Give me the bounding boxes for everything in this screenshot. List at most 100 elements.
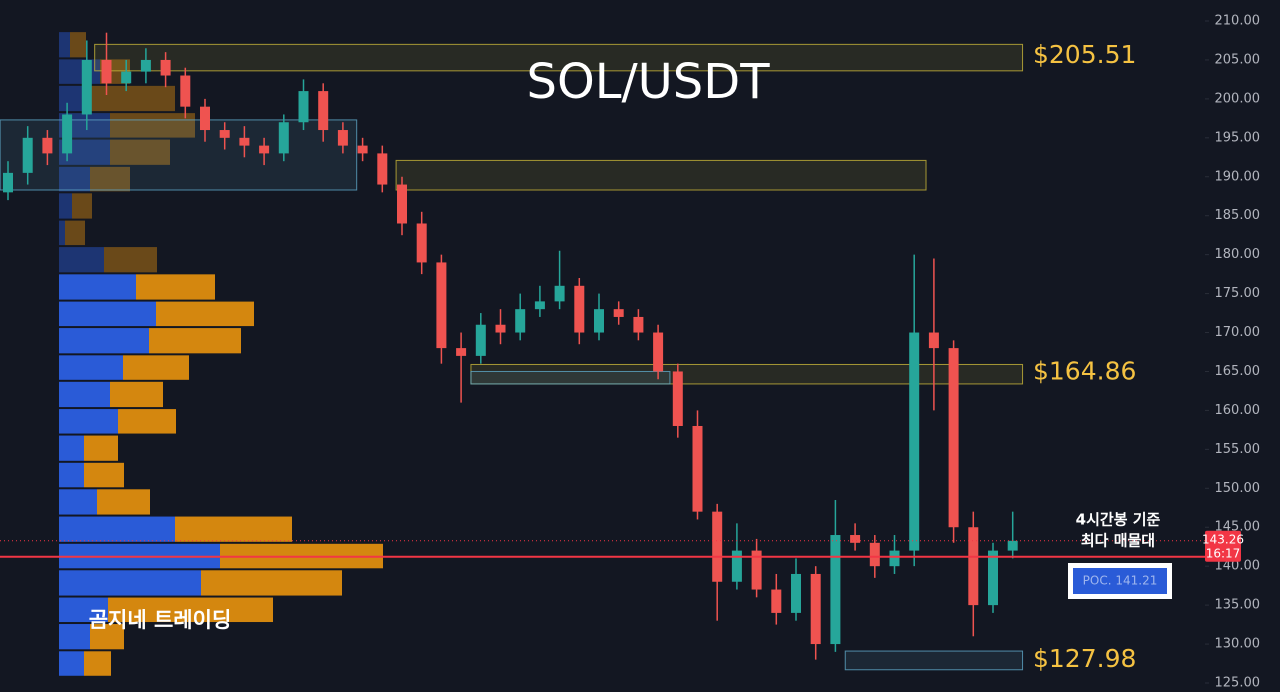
candle-body — [574, 285, 585, 333]
profile-buy — [59, 516, 175, 542]
candle-body — [534, 301, 545, 310]
candle-body — [140, 59, 151, 72]
candle-body — [22, 137, 33, 173]
profile-buy — [59, 59, 100, 84]
profile-sell — [90, 166, 130, 192]
profile-sell — [149, 328, 241, 354]
profile-buy — [59, 462, 84, 488]
poc-label: POC. 141.21 — [1083, 574, 1158, 588]
y-tick-label: 125.00 — [1215, 676, 1261, 691]
candle-body — [751, 550, 762, 590]
candle-body — [731, 550, 742, 582]
y-tick-label: 160.00 — [1215, 403, 1261, 418]
profile-buy — [59, 328, 149, 354]
profile-buy — [59, 597, 108, 623]
y-tick-label: 170.00 — [1215, 325, 1261, 340]
profile-sell — [175, 516, 292, 542]
profile-buy — [59, 166, 90, 192]
volume-profile — [59, 32, 383, 676]
candle-body — [948, 348, 959, 528]
candle-body — [62, 114, 73, 154]
profile-buy — [59, 32, 70, 58]
candle-body — [318, 91, 329, 131]
y-tick-label: 185.00 — [1215, 208, 1261, 223]
candle-body — [909, 332, 920, 551]
y-tick-label: 150.00 — [1215, 481, 1261, 496]
candle-body — [810, 573, 821, 645]
last-price-label: 143.26 — [1202, 532, 1244, 546]
profile-sell — [110, 381, 163, 408]
profile-buy — [59, 381, 110, 408]
y-tick-label: 155.00 — [1215, 442, 1261, 457]
profile-sell — [108, 597, 273, 623]
profile-sell — [84, 435, 118, 461]
candle-body — [928, 332, 939, 349]
y-tick-label: 175.00 — [1215, 286, 1261, 301]
candle-body — [653, 332, 664, 372]
watermark: 곰지네 트레이딩 — [89, 608, 232, 632]
candle-body — [42, 137, 53, 154]
profile-buy — [59, 435, 84, 461]
candle-body — [357, 145, 368, 154]
y-tick-label: 180.00 — [1215, 247, 1261, 262]
candle-body — [160, 59, 171, 76]
profile-buy — [59, 489, 97, 515]
profile-sell — [156, 301, 254, 327]
profile-buy — [59, 193, 72, 219]
profile-buy — [59, 651, 84, 676]
profile-sell — [201, 570, 342, 596]
zone-label: $127.98 — [1033, 644, 1136, 673]
candle-body — [613, 309, 624, 317]
price-axis: 125.00130.00135.00140.00145.00150.00155.… — [1205, 14, 1260, 691]
candle-body — [3, 172, 13, 193]
profile-buy — [59, 274, 136, 300]
profile-buy — [59, 247, 104, 273]
y-tick-label: 205.00 — [1215, 52, 1261, 67]
candle-body — [594, 309, 604, 333]
profile-buy — [59, 355, 123, 380]
chart-title: SOL/USDT — [526, 54, 770, 110]
candle-body — [298, 91, 309, 123]
candle-body — [889, 550, 900, 567]
zone — [470, 370, 671, 385]
candle-body — [850, 535, 861, 543]
profile-sell — [72, 193, 92, 219]
y-tick-label: 130.00 — [1215, 637, 1261, 652]
candle-body — [830, 535, 841, 645]
profile-sell — [110, 113, 195, 138]
candle-body — [495, 324, 506, 333]
candle-body — [672, 371, 683, 426]
profile-sell — [90, 85, 175, 112]
zone-label: $205.51 — [1033, 40, 1136, 69]
zone — [395, 159, 927, 191]
candle-body — [515, 309, 526, 333]
profile-sell — [84, 651, 111, 676]
candle-body — [633, 316, 644, 333]
profile-sell — [118, 409, 176, 434]
profile-buy — [59, 409, 118, 434]
candle-body — [436, 262, 447, 349]
profile-sell — [123, 355, 189, 380]
candle-body — [554, 285, 565, 302]
candle-body — [81, 59, 92, 115]
profile-buy — [59, 624, 90, 650]
y-tick-label: 165.00 — [1215, 364, 1261, 379]
candles — [3, 32, 1018, 660]
candle-body — [200, 106, 210, 131]
countdown-label: 16:17 — [1206, 546, 1241, 560]
candle-body — [239, 137, 250, 146]
candle-body — [101, 59, 112, 84]
profile-sell — [104, 247, 157, 273]
candle-body — [259, 145, 270, 154]
candle-body — [219, 130, 230, 138]
candle-body — [712, 511, 723, 582]
candle-body — [337, 130, 348, 146]
y-tick-label: 200.00 — [1215, 91, 1261, 106]
zone — [844, 650, 1024, 671]
annotation-line: 최다 매물대 — [1081, 532, 1155, 550]
y-tick-label: 195.00 — [1215, 130, 1261, 145]
profile-sell — [65, 220, 85, 246]
candle-body — [771, 589, 782, 613]
